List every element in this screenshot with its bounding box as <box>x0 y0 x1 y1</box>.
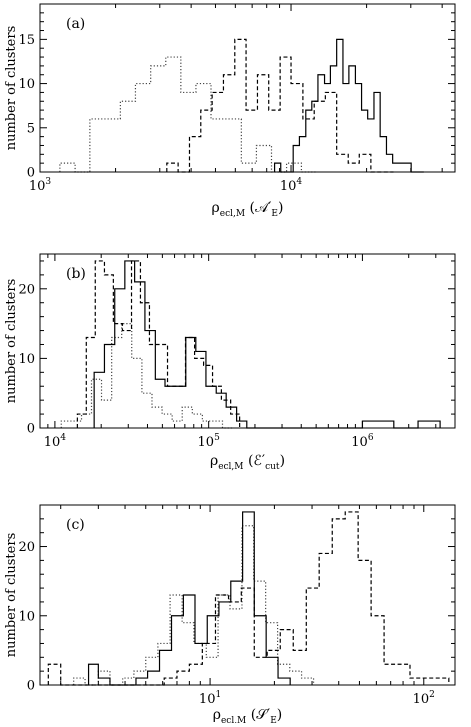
y-axis-label: number of clusters <box>4 533 19 658</box>
histogram-series-solid <box>87 511 291 686</box>
histogram-series-dashed <box>76 260 241 428</box>
y-tick-label: 0 <box>27 422 35 437</box>
y-axis-label: number of clusters <box>4 26 19 151</box>
y-tick-label: 5 <box>27 121 35 136</box>
plot-frame <box>39 504 456 686</box>
panel-label: (b) <box>66 266 86 282</box>
histogram-series-solid <box>273 38 424 173</box>
x-tick-label: 102 <box>413 690 435 707</box>
panel-label: (c) <box>66 517 85 533</box>
y-tick-label: 10 <box>18 352 35 367</box>
x-tick-label: 101 <box>199 690 221 707</box>
y-tick-label: 20 <box>18 282 35 297</box>
x-tick-label: 103 <box>29 177 52 194</box>
histogram-series-solid <box>93 260 441 429</box>
y-tick-label: 0 <box>27 679 35 694</box>
histogram-series-dotted <box>60 323 233 429</box>
x-tick-label: 105 <box>198 433 221 450</box>
x-tick-label: 106 <box>351 433 374 450</box>
x-tick-label: 104 <box>280 177 303 194</box>
histogram-series-dotted <box>59 56 318 173</box>
y-tick-label: 0 <box>27 166 35 181</box>
x-axis-label: ρecl,M (𝒜′E) <box>212 200 284 219</box>
panel-2: 104 105 106 0 10 20 (b) number of clusters ρecl,… <box>4 253 456 472</box>
plot-frame <box>39 3 456 173</box>
y-tick-label: 20 <box>18 540 35 555</box>
y-tick-label: 10 <box>18 77 35 92</box>
y-axis-label: number of clusters <box>4 279 19 404</box>
panel-1: 103 104 0 5 10 15 (a) number of clusters ρecl,M … <box>4 3 456 219</box>
histogram-series-dashed <box>47 511 450 686</box>
x-axis-label: ρecl,M (𝒮′E) <box>213 707 283 723</box>
x-axis-label: ρecl,M (ℰ′cut) <box>210 453 285 472</box>
panel-label: (a) <box>66 16 85 32</box>
y-tick-label: 15 <box>18 33 35 48</box>
x-tick-label: 104 <box>44 433 67 450</box>
plot-frame <box>39 253 456 429</box>
y-tick-label: 10 <box>18 609 35 624</box>
histogram-series-dashed <box>166 38 394 173</box>
